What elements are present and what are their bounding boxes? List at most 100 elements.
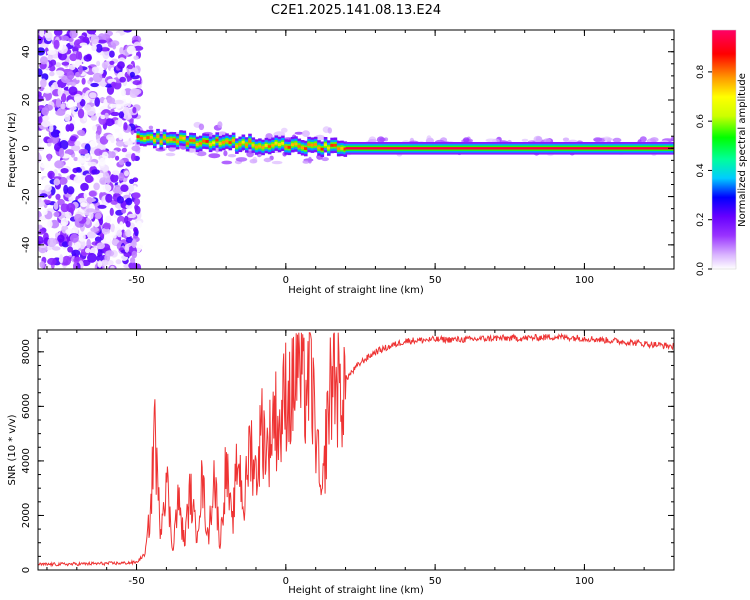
heatmap-cell [53, 30, 63, 37]
heatmap-cell [66, 71, 75, 80]
chart-title: C2E1.2025.141.08.13.E24 [271, 3, 441, 18]
heatmap-cell [521, 138, 529, 142]
heatmap-cell [60, 103, 66, 110]
heatmap-cell [189, 139, 193, 142]
heatmap-cell [96, 242, 105, 250]
heatmap-cell [53, 202, 59, 210]
colorbar-tick-label: 0.0 [696, 262, 706, 277]
heatmap-cell [301, 130, 310, 138]
heatmap-cell [604, 137, 613, 141]
y-tick-label: 40 [21, 45, 32, 58]
heatmap-cell [77, 197, 87, 203]
heatmap-cells [38, 30, 674, 269]
heatmap-cell [105, 118, 115, 127]
heatmap-cell [131, 145, 141, 152]
heatmap-cell [221, 141, 226, 144]
heatmap-cell [86, 30, 97, 35]
heatmap-cell [119, 36, 125, 43]
x-tick-label: -50 [128, 275, 144, 286]
y-tick-label: -40 [21, 237, 32, 253]
heatmap-cell [639, 136, 647, 143]
heatmap-cell [368, 139, 377, 143]
heatmap-cell [123, 122, 128, 131]
x-tick-label: 100 [575, 576, 594, 587]
heatmap-cell [251, 143, 256, 147]
heatmap-cell [110, 265, 115, 269]
heatmap-cell [49, 71, 55, 77]
heatmap-cell [47, 170, 55, 179]
heatmap-cell [317, 146, 321, 150]
heatmap-cell [100, 47, 110, 52]
heatmap-cell [307, 143, 311, 146]
heatmap-cell [93, 220, 100, 228]
heatmap-cell [88, 190, 97, 197]
heatmap-cell [101, 61, 109, 69]
heatmap-cell [125, 197, 133, 206]
y-tick-label: -20 [21, 188, 32, 204]
heatmap-cell [261, 145, 265, 149]
heatmap-cell [115, 155, 120, 161]
heatmap-cell [124, 170, 129, 177]
heatmap-cell [66, 202, 76, 213]
heatmap-cell [212, 141, 216, 145]
heatmap-cell [94, 97, 100, 107]
heatmap-cell [51, 246, 61, 251]
y-tick-label: 6000 [21, 394, 32, 419]
heatmap-cell [62, 255, 72, 266]
colorbar-ticks: 0.0 0.2 0.4 0.6 0.8 [696, 64, 712, 276]
heatmap-cell [116, 196, 124, 204]
heatmap-cell [123, 106, 130, 115]
heatmap-cell [123, 30, 132, 33]
heatmap-cell [57, 198, 65, 206]
heatmap-cell [118, 111, 125, 119]
heatmap-cell [123, 113, 132, 120]
heatmap-cell [100, 259, 109, 267]
heatmap-cell [215, 147, 220, 153]
heatmap-cell [271, 143, 275, 147]
colorbar-gradient [712, 30, 736, 269]
heatmap-cell [111, 238, 120, 246]
heatmap-cell [110, 124, 120, 129]
y-tick-label: 2000 [21, 503, 32, 528]
heatmap-cell [179, 136, 183, 140]
heatmap-cell [109, 50, 115, 58]
heatmap-cell [109, 103, 118, 108]
heatmap-cell [195, 142, 200, 146]
heatmap-cell [175, 140, 180, 144]
y-tick-label: 4000 [21, 448, 32, 473]
heatmap-cell [287, 145, 292, 149]
heatmap-cell [162, 135, 167, 139]
heatmap-cell [124, 244, 130, 253]
heatmap-cell [485, 138, 497, 143]
heatmap-cell [148, 125, 154, 130]
heatmap-cell [345, 147, 674, 150]
heatmap-cell [143, 137, 147, 141]
heatmap-cell [156, 135, 160, 138]
heatmap-cell [120, 184, 129, 192]
heatmap-cell [110, 111, 120, 117]
colorbar-frame [711, 29, 737, 270]
heatmap-cell [543, 138, 551, 143]
heatmap-cell [77, 108, 85, 119]
heatmap-cell [57, 234, 65, 243]
heatmap-cell [127, 213, 136, 219]
heatmap-cell [133, 45, 144, 51]
heatmap-cell [55, 62, 61, 68]
heatmap-cell [125, 237, 133, 244]
heatmap-cell [102, 151, 109, 159]
heatmap-cell [98, 157, 106, 167]
heatmap-cell [274, 141, 279, 145]
heatmap-cell [42, 115, 50, 121]
heatmap-cell [105, 250, 115, 257]
x-tick-label: 50 [429, 576, 442, 587]
colorbar-tick-label: 0.6 [696, 114, 706, 129]
heatmap-cell [128, 262, 137, 269]
heatmap-cell [63, 184, 69, 195]
heatmap-cell [254, 145, 259, 149]
heatmap-cell [125, 161, 132, 167]
heatmap-cell [73, 175, 84, 184]
heatmap-cell [327, 146, 331, 150]
heatmap-cell [159, 140, 164, 144]
heatmap-cell [71, 144, 81, 152]
snr-frame [37, 329, 675, 571]
